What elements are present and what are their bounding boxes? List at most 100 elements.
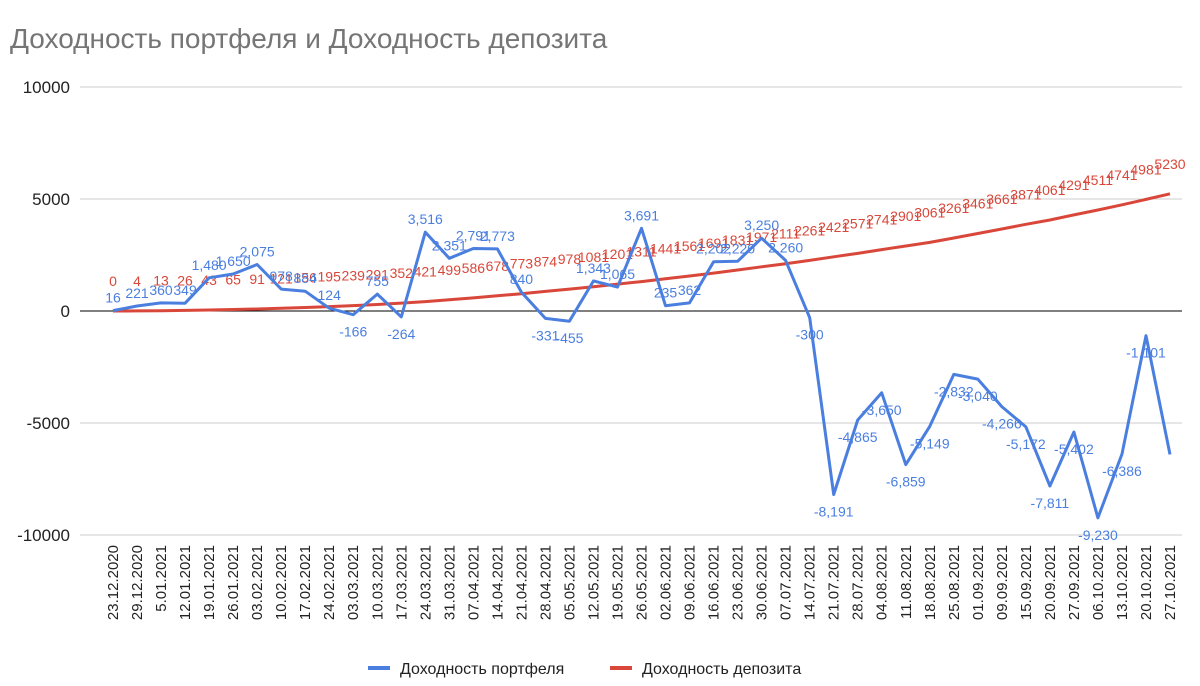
data-label: -9,230: [1078, 527, 1118, 543]
data-label: 2261: [794, 222, 825, 238]
x-tick-label: 23.06.2021: [730, 545, 747, 620]
x-tick-label: 09.06.2021: [682, 545, 699, 620]
x-tick-label: 19.01.2021: [201, 545, 218, 620]
data-label: 4061: [1034, 182, 1065, 198]
data-label: 1441: [650, 241, 681, 257]
data-label: -455: [555, 330, 583, 346]
data-label: 13: [153, 273, 169, 289]
legend-label: Доходность депозита: [642, 661, 801, 678]
x-tick-label: 11.08.2021: [898, 545, 915, 619]
data-label: -5,402: [1054, 441, 1094, 457]
data-label: 5230: [1154, 156, 1185, 172]
x-tick-label: 30.06.2021: [754, 545, 771, 620]
data-label: 26: [177, 272, 193, 288]
x-tick-label: 19.05.2021: [609, 545, 626, 620]
x-tick-label: 01.09.2021: [970, 545, 987, 620]
y-tick-label: 10000: [23, 78, 70, 97]
series-line: [112, 192, 1171, 313]
x-tick-label: 15.09.2021: [1018, 545, 1035, 620]
x-tick-label: 23.12.2020: [105, 545, 122, 620]
x-tick-label: 14.04.2021: [489, 545, 506, 620]
data-label: 1,065: [600, 266, 635, 282]
data-label: 235: [654, 285, 678, 301]
x-tick-label: 07.04.2021: [465, 545, 482, 620]
data-label: 4741: [1106, 167, 1137, 183]
data-label: 755: [366, 273, 390, 289]
y-tick-label: -5000: [27, 414, 70, 433]
x-tick-label: 12.05.2021: [585, 545, 602, 620]
x-tick-label: 27.09.2021: [1066, 545, 1083, 620]
chart-title: Доходность портфеля и Доходность депозит…: [10, 23, 608, 54]
y-tick-label: -10000: [17, 526, 70, 545]
x-tick-label: 21.07.2021: [826, 545, 843, 620]
x-tick-label: 28.07.2021: [850, 545, 867, 620]
x-tick-label: 13.10.2021: [1114, 545, 1131, 620]
data-label: -166: [339, 324, 367, 340]
data-label: -4,266: [982, 416, 1022, 432]
data-label: 586: [462, 260, 486, 276]
data-label: 1,480: [192, 257, 227, 273]
data-label: 2,773: [480, 228, 515, 244]
x-tick-label: 03.02.2021: [249, 545, 266, 620]
y-tick-label: 5000: [32, 190, 70, 209]
data-label: 239: [342, 268, 366, 284]
data-label: 884: [294, 270, 318, 286]
data-label: 2,075: [240, 244, 275, 260]
data-label: 16: [105, 290, 121, 306]
x-tick-label: 07.07.2021: [778, 545, 795, 620]
x-tick-label: 18.08.2021: [922, 545, 939, 620]
data-label: 91: [249, 271, 265, 287]
data-label: 195: [318, 269, 342, 285]
data-label: 3,250: [744, 217, 779, 233]
data-label: 2,260: [768, 239, 803, 255]
x-tick-label: 14.07.2021: [802, 545, 819, 620]
data-label: 3,691: [624, 207, 659, 223]
data-label: 1201: [602, 246, 633, 262]
data-label: 2571: [842, 215, 873, 231]
data-label: -1,101: [1126, 345, 1166, 361]
data-label: 221: [125, 285, 149, 301]
data-label: 840: [510, 271, 534, 287]
data-label: 1831: [722, 232, 753, 248]
data-label: 3661: [986, 191, 1017, 207]
x-tick-label: 29.12.2020: [129, 545, 146, 620]
data-label: -6,859: [886, 474, 926, 490]
data-label: 360: [149, 282, 173, 298]
data-label: 1,343: [576, 260, 611, 276]
data-label: -3,650: [862, 402, 902, 418]
data-label: 4291: [1058, 177, 1089, 193]
x-tick-label: 20.10.2021: [1138, 545, 1155, 620]
data-label: 2741: [866, 212, 897, 228]
data-label: 421: [414, 264, 438, 280]
x-tick-label: 26.05.2021: [634, 545, 651, 620]
x-tick-label: 06.10.2021: [1090, 545, 1107, 620]
x-tick-label: 16.06.2021: [706, 545, 723, 620]
x-tick-label: 09.09.2021: [994, 545, 1011, 620]
x-tick-label: 5.01.2021: [153, 545, 170, 612]
data-label: -7,811: [1031, 495, 1070, 511]
x-tick-label: 02.06.2021: [658, 545, 675, 620]
data-label: 3261: [938, 200, 969, 216]
data-label: 773: [510, 256, 534, 272]
data-label: 2111: [771, 226, 800, 242]
x-tick-label: 20.09.2021: [1042, 545, 1059, 620]
data-label: -264: [387, 326, 415, 342]
data-label: 874: [534, 253, 558, 269]
data-label: 1561: [674, 238, 705, 254]
data-label: -4,865: [838, 429, 878, 445]
data-label: 3871: [1010, 186, 1041, 202]
x-tick-label: 27.10.2021: [1162, 545, 1179, 620]
data-label: 156: [294, 270, 318, 286]
data-label: 0: [109, 273, 117, 289]
data-label: 499: [438, 262, 462, 278]
data-label: -3,040: [958, 388, 998, 404]
x-tick-label: 17.03.2021: [393, 545, 410, 620]
x-tick-label: 21.04.2021: [513, 545, 530, 620]
data-label: 2,791: [456, 227, 491, 243]
data-label: 2,351: [432, 237, 467, 253]
y-tick-label: 0: [61, 302, 70, 321]
data-label: 3061: [914, 204, 945, 220]
x-tick-label: 24.02.2021: [321, 545, 338, 620]
data-label: 291: [366, 266, 390, 282]
